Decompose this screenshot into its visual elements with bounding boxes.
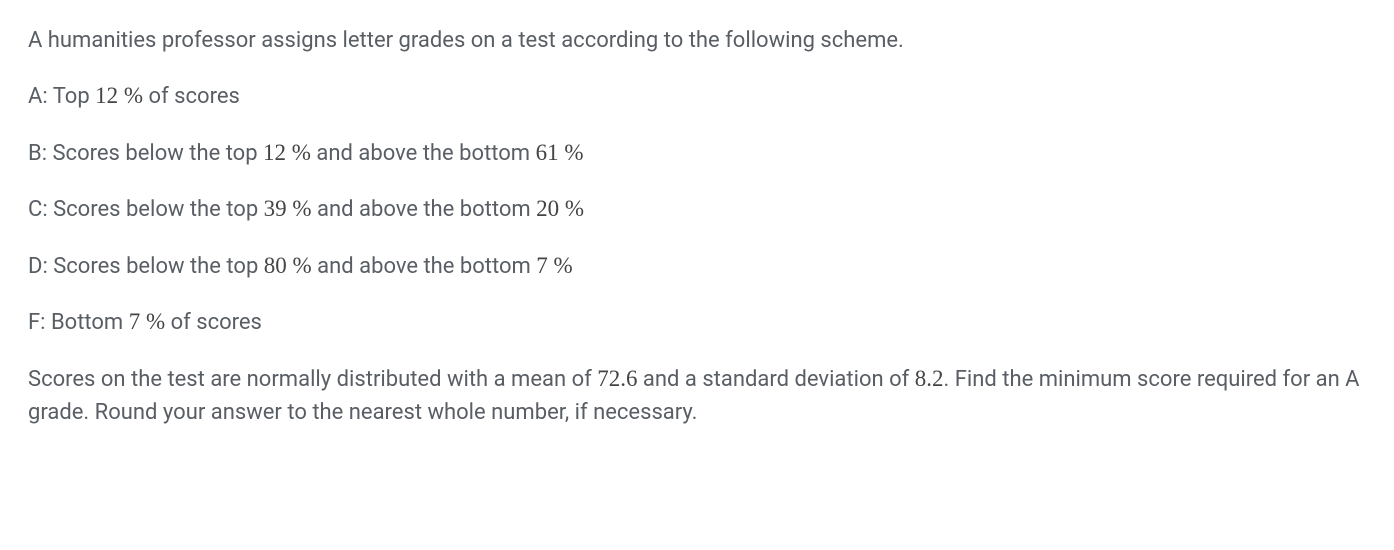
grade-c-value1: 39 % [264,196,312,221]
grade-b-line: B: Scores below the top 12 % and above t… [28,136,1366,171]
grade-d-line: D: Scores below the top 80 % and above t… [28,249,1366,284]
grade-c-value2: 20 % [536,196,584,221]
grade-d-prefix: D: Scores below the top [28,254,264,279]
question-text: Scores on the test are normally distribu… [28,362,1366,430]
grade-b-value2: 61 % [536,140,584,165]
grade-f-suffix: of scores [165,310,262,335]
grade-c-line: C: Scores below the top 39 % and above t… [28,192,1366,227]
grade-d-value2: 7 % [536,253,572,278]
question-sd: 8.2 [915,366,944,391]
grade-a-line: A: Top 12 % of scores [28,79,1366,114]
grade-b-value1: 12 % [263,140,311,165]
grade-f-prefix: F: Bottom [28,310,129,335]
grade-c-prefix: C: Scores below the top [28,197,264,222]
question-part1: Scores on the test are normally distribu… [28,367,597,392]
intro-text: A humanities professor assigns letter gr… [28,24,1366,57]
grade-b-mid: and above the bottom [311,141,536,166]
grade-f-line: F: Bottom 7 % of scores [28,305,1366,340]
grade-a-suffix: of scores [143,84,240,109]
grade-f-value: 7 % [129,309,165,334]
grade-b-prefix: B: Scores below the top [28,141,263,166]
grade-a-value: 12 % [95,83,143,108]
question-mean: 72.6 [597,366,637,391]
question-part2: and a standard deviation of [637,367,914,392]
grade-c-mid: and above the bottom [312,197,537,222]
grade-d-mid: and above the bottom [312,254,537,279]
grade-a-prefix: A: Top [28,84,95,109]
grade-d-value1: 80 % [264,253,312,278]
